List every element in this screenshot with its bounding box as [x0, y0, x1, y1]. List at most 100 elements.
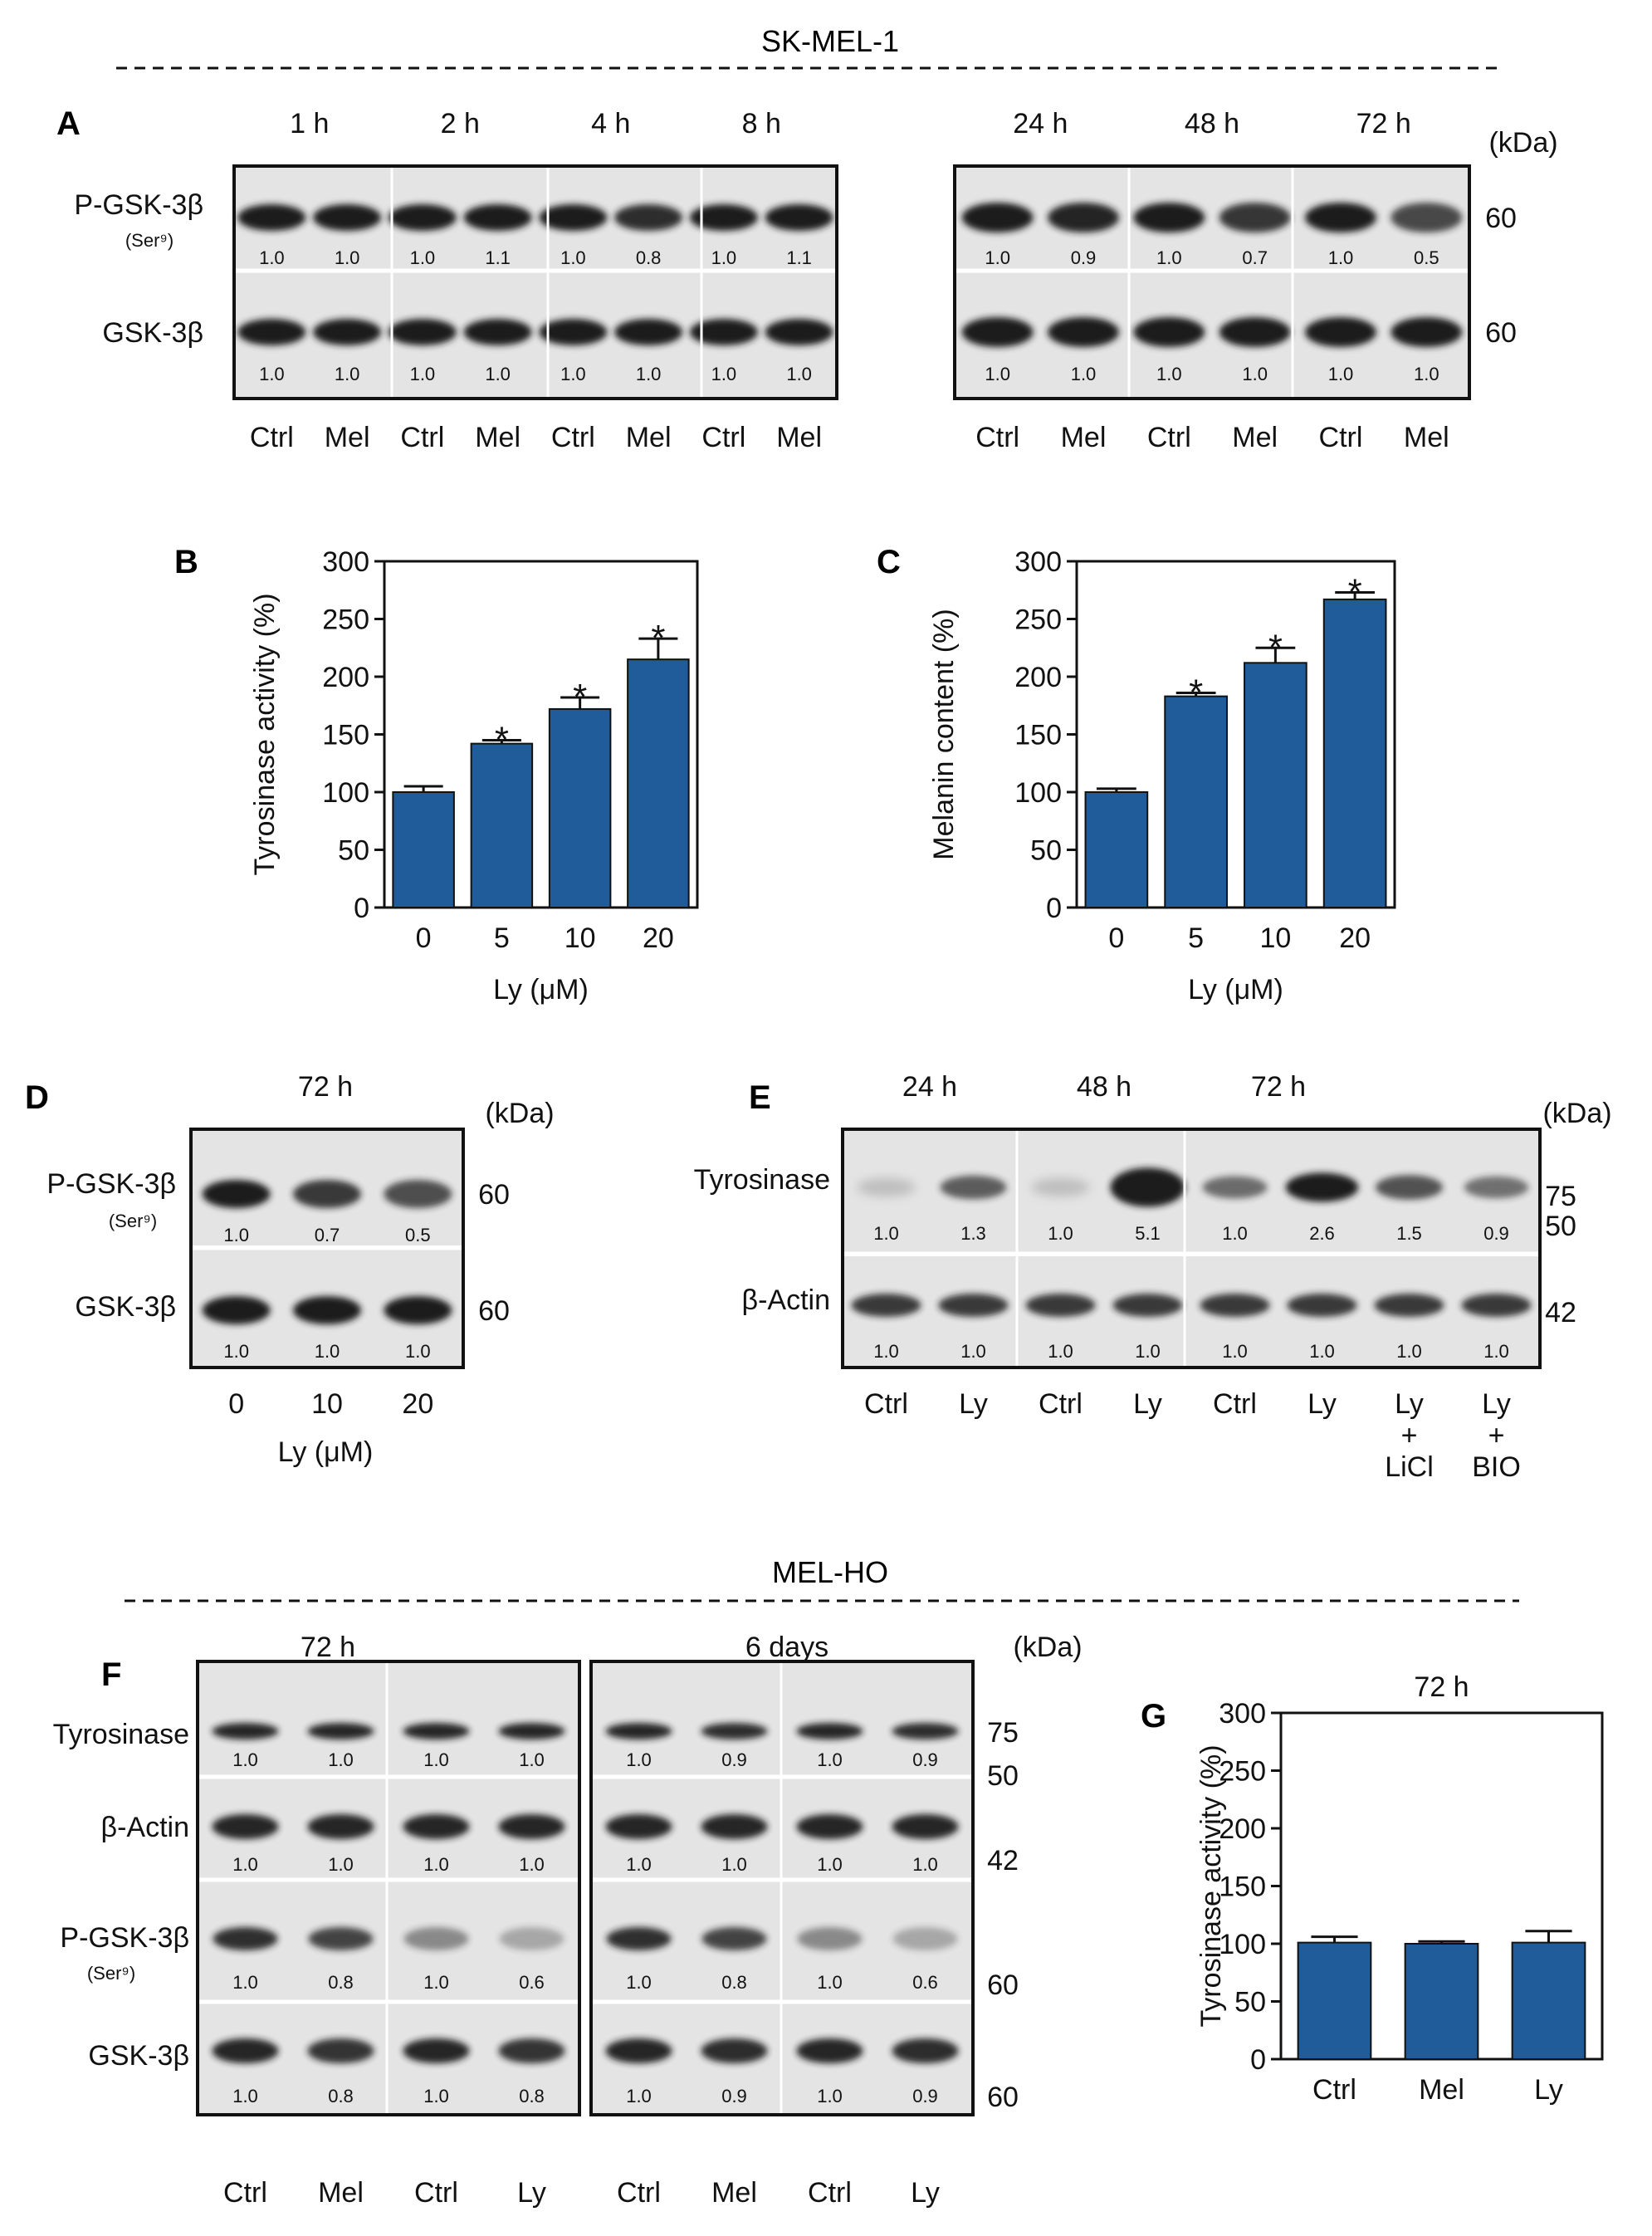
- row-label: Tyrosinase: [53, 1719, 189, 1750]
- kda-marker: 42: [987, 1845, 1019, 1876]
- band: [797, 1927, 863, 1950]
- y-tick-label: 0: [354, 893, 369, 924]
- band-value: 1.0: [232, 1749, 258, 1770]
- lane-label: Ly: [517, 2177, 546, 2209]
- lane-label: Ctrl: [1147, 422, 1191, 453]
- band-value: 1.0: [711, 364, 737, 384]
- band-value: 1.0: [626, 2086, 652, 2106]
- lane-label: Mel: [776, 422, 822, 453]
- bar: [1164, 695, 1228, 908]
- band-value: 1.0: [410, 364, 436, 384]
- band-value: 1.0: [259, 247, 285, 268]
- band: [892, 1814, 959, 1839]
- band-value: 1.0: [873, 1223, 899, 1244]
- band-value: 1.0: [985, 247, 1010, 268]
- band-value: 1.0: [485, 364, 511, 384]
- band: [796, 1814, 863, 1839]
- band-value: 0.9: [1483, 1223, 1509, 1244]
- significance-marker: *: [495, 719, 509, 760]
- x-tick-label: 10: [1259, 922, 1291, 954]
- x-tick-label: 20: [1339, 922, 1371, 954]
- panel-letter-d: D: [25, 1079, 49, 1116]
- band: [892, 1927, 958, 1950]
- time-label: 24 h: [1013, 108, 1068, 139]
- band-value: 1.0: [423, 1972, 449, 1993]
- time-label: 2 h: [441, 108, 480, 139]
- lane-label: Mel: [1404, 422, 1449, 453]
- time-label: 1 h: [290, 108, 329, 139]
- band: [313, 319, 382, 345]
- band: [689, 204, 758, 231]
- kda-marker: 50: [1545, 1211, 1576, 1242]
- x-tick-label: Ctrl: [1312, 2074, 1356, 2106]
- band: [403, 1723, 470, 1739]
- y-tick-label: 100: [1014, 777, 1062, 809]
- panel-letter-a: A: [56, 105, 81, 142]
- band: [307, 2038, 374, 2063]
- band-value: 1.0: [1048, 1341, 1073, 1362]
- band-value: 1.0: [817, 2086, 843, 2106]
- band: [892, 1723, 959, 1739]
- band: [202, 1296, 271, 1324]
- y-tick-label: 300: [322, 546, 369, 578]
- band-value: 1.0: [786, 364, 812, 384]
- band: [938, 1294, 1009, 1317]
- band-value: 0.8: [636, 247, 662, 268]
- y-axis-label: Tyrosinase activity (%): [1195, 1744, 1227, 2027]
- lane-label: Mel: [1061, 422, 1107, 453]
- band-value: 1.0: [328, 1854, 354, 1875]
- band-value: 1.0: [1156, 247, 1182, 268]
- panel-a-blot: 1.0 1.0 1.0 1.1 1.0 0.8 1.0 1.1 1.0 0.9 1.0 0.7 1.0 0…: [74, 108, 1557, 453]
- blot-strip: [955, 272, 1469, 399]
- band: [796, 1723, 863, 1739]
- kda-unit-label: (kDa): [1013, 1632, 1082, 1663]
- lane-label: 0: [228, 1388, 244, 1420]
- kda-marker: 60: [987, 2082, 1019, 2113]
- bar: [1511, 1941, 1586, 2061]
- band: [892, 2038, 959, 2063]
- lane-label: Ctrl: [400, 422, 444, 453]
- band-value: 1.0: [335, 364, 360, 384]
- band: [237, 319, 306, 345]
- row-label: P-GSK-3β: [60, 1922, 189, 1954]
- bar: [627, 658, 690, 909]
- band-value: 0.5: [405, 1225, 431, 1245]
- lane-label: Ctrl: [1319, 422, 1363, 453]
- band-value: 0.9: [912, 1749, 938, 1770]
- panel-letter-c: C: [877, 544, 901, 580]
- band-value: 0.8: [519, 2086, 545, 2106]
- row-label: P-GSK-3β: [46, 1168, 176, 1200]
- band: [293, 1296, 361, 1324]
- y-tick-label: 0: [1250, 2044, 1266, 2076]
- band: [605, 1814, 672, 1839]
- band-value: 0.9: [721, 2086, 747, 2106]
- band: [1112, 1294, 1183, 1317]
- x-tick-label: 20: [643, 922, 674, 954]
- lane-label: Ctrl: [808, 2177, 852, 2209]
- band: [765, 204, 833, 231]
- lane-label: Ly: [959, 1388, 988, 1420]
- kda-marker: 60: [1485, 203, 1517, 234]
- band-value: 1.0: [328, 1749, 354, 1770]
- section-title-top: SK-MEL-1: [761, 24, 899, 58]
- bar: [1322, 598, 1387, 908]
- panel-letter-e: E: [749, 1079, 771, 1116]
- band-value: 0.8: [328, 1972, 354, 1993]
- band: [463, 319, 532, 345]
- band: [403, 1927, 469, 1950]
- band-value: 1.0: [1309, 1341, 1335, 1362]
- chart-g: 0 50 100 150 200 250 300 Ctrl Mel Ly Tyrosinase ac…: [1195, 1671, 1604, 2106]
- panel-f-blot: 1.0 1.0 1.0 1.0 1.0 0.9 1.0 0.9 Tyrosinase 75 50 1.…: [53, 1632, 1083, 2209]
- lane-label: Mel: [711, 2177, 757, 2209]
- significance-marker: *: [1189, 672, 1203, 712]
- x-axis-label: Ly (μM): [1188, 974, 1283, 1005]
- band-value: 1.0: [626, 1749, 652, 1770]
- band: [614, 204, 683, 231]
- lane-label: BIO: [1472, 1451, 1521, 1483]
- time-label: 72 h: [301, 1632, 355, 1663]
- y-tick-label: 200: [1219, 1813, 1266, 1845]
- time-label: 8 h: [742, 108, 781, 139]
- time-label: 72 h: [298, 1071, 353, 1103]
- blot-frame: [841, 1128, 1542, 1369]
- lane-label: Ctrl: [864, 1388, 908, 1420]
